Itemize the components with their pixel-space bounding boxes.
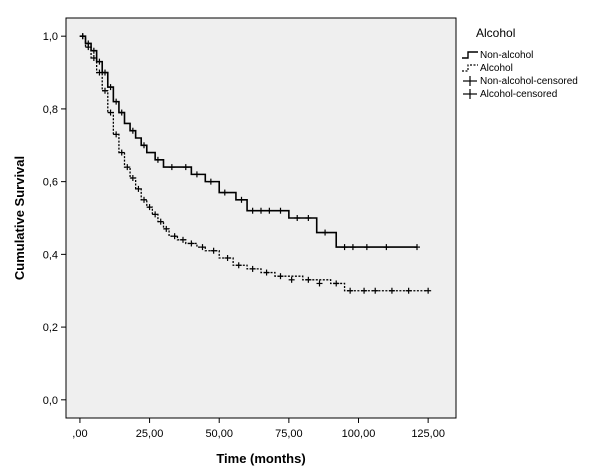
y-tick-label: 0,0 [43, 395, 58, 407]
x-axis-ticks: ,00 25,00 50,00 75,00 100,00 125,00 [72, 418, 445, 440]
censored-mark-alcohol [141, 196, 147, 203]
censored-mark-alcohol [96, 69, 103, 76]
censored-mark-non-alcohol [182, 164, 189, 171]
legend-label: Alcohol [480, 63, 513, 74]
censored-mark-non-alcohol [258, 207, 264, 214]
y-tick-label: 1,0 [43, 31, 58, 43]
y-tick-label: 0,4 [43, 249, 58, 261]
censored-mark-alcohol [361, 287, 368, 294]
censored-mark-non-alcohol [154, 156, 161, 163]
censored-mark-non-alcohol [322, 229, 329, 236]
x-axis-title: Time (months) [216, 451, 305, 466]
censored-mark-alcohol [372, 287, 379, 294]
legend-entry: Non-alcohol [462, 50, 533, 61]
y-axis-ticks: 0,0 0,2 0,4 0,6 0,8 1,0 [43, 31, 66, 407]
plot-area [65, 17, 457, 419]
censored-mark-alcohol [129, 175, 136, 181]
censored-mark-alcohol [152, 211, 159, 218]
censored-mark-non-alcohol [414, 244, 420, 251]
censored-mark-alcohol [425, 287, 432, 294]
censored-mark-non-alcohol [249, 207, 256, 214]
censored-mark-alcohol [163, 225, 170, 232]
censored-mark-alcohol [305, 276, 312, 283]
censored-mark-alcohol [124, 164, 131, 171]
censored-mark-non-alcohol [341, 244, 348, 251]
censored-mark-alcohol [388, 287, 395, 294]
legend: Alcohol Non-alcohol Alcohol Non-alcohol-ce… [462, 26, 578, 100]
legend-label: Non-alcohol-censored [480, 76, 578, 87]
censored-mark-alcohol [188, 240, 195, 247]
censored-mark-alcohol [235, 262, 242, 269]
censored-mark-alcohol [118, 149, 125, 156]
censored-mark-non-alcohol [102, 69, 108, 76]
censored-mark-alcohol [405, 287, 412, 294]
censored-mark-non-alcohol [266, 207, 273, 214]
censored-mark-non-alcohol [294, 215, 301, 221]
x-tick-label: 125,00 [411, 428, 445, 440]
censored-mark-alcohol [113, 131, 120, 138]
censored-mark-alcohol [347, 287, 354, 294]
censored-mark-non-alcohol [118, 109, 125, 116]
censored-mark-non-alcohol [107, 84, 114, 91]
censored-mark-alcohol [146, 204, 153, 211]
legend-swatch-dashed [462, 64, 478, 72]
y-tick-label: 0,8 [43, 104, 58, 116]
censored-mark-alcohol [210, 247, 217, 254]
censored-mark-alcohol [224, 255, 231, 261]
censored-mark-alcohol [107, 109, 114, 116]
censored-mark-alcohol [288, 276, 295, 283]
censored-mark-non-alcohol [221, 189, 228, 196]
legend-entry: Non-alcohol-censored [463, 76, 578, 87]
censored-mark-alcohol [90, 55, 97, 61]
censored-mark-alcohol [157, 218, 164, 225]
censored-mark-alcohol [79, 33, 86, 40]
censored-mark-non-alcohol [113, 98, 120, 105]
x-tick-label: ,00 [72, 428, 87, 440]
censored-mark-alcohol [135, 185, 142, 192]
legend-label: Alcohol-censored [480, 89, 557, 100]
censored-mark-non-alcohol [96, 58, 103, 65]
censored-mark-alcohol [171, 233, 178, 240]
censored-mark-non-alcohol [349, 244, 356, 251]
censored-mark-non-alcohol [168, 164, 175, 171]
censored-mark-non-alcohol [90, 47, 97, 54]
censored-mark-alcohol [199, 244, 206, 251]
series-layer [79, 33, 432, 294]
x-tick-label: 25,00 [136, 428, 164, 440]
series-line-alcohol [79, 35, 429, 292]
x-tick-label: 75,00 [275, 428, 303, 440]
censored-mark-alcohol [180, 236, 186, 243]
censored-mark-alcohol [333, 280, 340, 287]
censored-mark-alcohol [277, 273, 284, 280]
x-tick-label: 50,00 [205, 428, 233, 440]
legend-title: Alcohol [476, 26, 515, 40]
censored-mark-non-alcohol [383, 244, 390, 251]
x-tick-label: 100,00 [342, 428, 376, 440]
censored-mark-non-alcohol [207, 178, 214, 185]
censored-mark-non-alcohol [363, 244, 370, 251]
censored-mark-non-alcohol [193, 171, 200, 178]
legend-swatch-solid [462, 51, 478, 59]
censored-mark-non-alcohol [238, 196, 245, 203]
censored-mark-non-alcohol [305, 215, 312, 221]
censored-mark-non-alcohol [141, 142, 147, 149]
y-tick-label: 0,2 [43, 322, 58, 334]
censored-mark-alcohol [249, 265, 256, 272]
censored-mark-alcohol [85, 44, 92, 51]
legend-label: Non-alcohol [480, 50, 533, 61]
censored-mark-alcohol [102, 87, 108, 94]
legend-entry: Alcohol-censored [463, 89, 557, 100]
y-tick-label: 0,6 [43, 177, 58, 189]
legend-entry: Alcohol [462, 63, 513, 74]
y-axis-title: Cumulative Survival [12, 156, 27, 280]
censored-mark-alcohol [316, 280, 323, 287]
censored-mark-non-alcohol [277, 207, 284, 214]
censored-mark-non-alcohol [129, 127, 136, 134]
censored-mark-alcohol [263, 269, 270, 276]
